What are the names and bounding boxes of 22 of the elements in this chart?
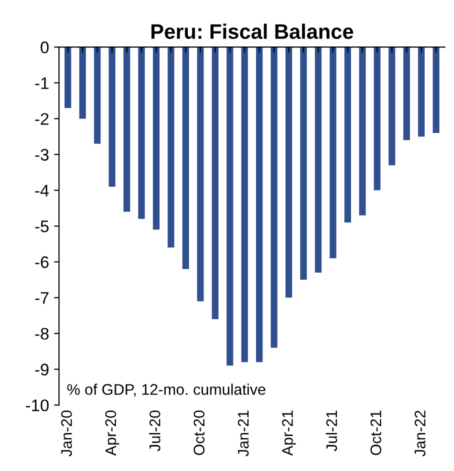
annotation: % of GDP, 12-mo. cumulative bbox=[67, 384, 266, 397]
x-tick-label: Jan-22 bbox=[414, 410, 426, 456]
y-tick-label: -3 bbox=[35, 148, 49, 161]
y-tick-label: -9 bbox=[35, 364, 49, 376]
x-tick-label: Apr-20 bbox=[105, 410, 120, 456]
chart-title: Peru: Fiscal Balance bbox=[151, 24, 354, 39]
x-tick-label: Jul-20 bbox=[149, 410, 160, 452]
y-tick-label: -8 bbox=[35, 328, 49, 340]
y-tick-label: -10 bbox=[26, 399, 49, 412]
x-tick-label: Oct-20 bbox=[194, 410, 205, 456]
x-tick-label: Oct-21 bbox=[370, 410, 382, 456]
y-tick-label: -6 bbox=[35, 256, 49, 268]
x-tick-label: Jul-21 bbox=[326, 410, 338, 452]
x-tick-label: Apr-21 bbox=[282, 410, 296, 456]
y-tick-label: -1 bbox=[35, 77, 48, 89]
y-tick-label: -7 bbox=[35, 292, 48, 304]
y-tick-label: -4 bbox=[35, 184, 49, 196]
x-tick-label: Jan-20 bbox=[61, 410, 72, 456]
y-tick-label: 0 bbox=[40, 42, 49, 54]
y-tick-label: -2 bbox=[35, 113, 48, 125]
x-tick-label: Jan-21 bbox=[238, 410, 249, 456]
y-tick-label: -5 bbox=[35, 220, 49, 232]
